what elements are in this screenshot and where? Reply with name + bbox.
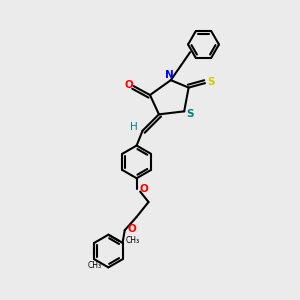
Text: CH₃: CH₃: [87, 261, 101, 270]
Text: O: O: [125, 80, 134, 90]
Text: N: N: [165, 70, 174, 80]
Text: H: H: [130, 122, 138, 132]
Text: S: S: [207, 76, 215, 87]
Text: CH₃: CH₃: [125, 236, 139, 245]
Text: S: S: [186, 109, 194, 119]
Text: O: O: [128, 224, 136, 234]
Text: O: O: [140, 184, 148, 194]
